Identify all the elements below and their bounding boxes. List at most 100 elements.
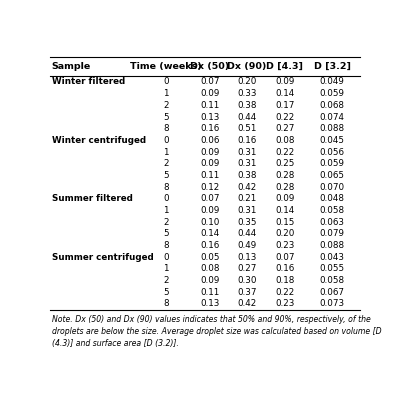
Text: 0.09: 0.09	[200, 159, 219, 168]
Text: 0: 0	[164, 77, 169, 87]
Text: 0.08: 0.08	[200, 264, 219, 273]
Text: 5: 5	[164, 171, 169, 180]
Text: 0.088: 0.088	[320, 124, 345, 133]
Text: 0.043: 0.043	[320, 253, 344, 262]
Text: 0.37: 0.37	[237, 288, 257, 296]
Text: 0.059: 0.059	[320, 89, 344, 98]
Text: Winter filtered: Winter filtered	[52, 77, 125, 87]
Text: 0.44: 0.44	[237, 113, 256, 122]
Text: 0.20: 0.20	[237, 77, 256, 87]
Text: 0.09: 0.09	[200, 206, 219, 215]
Text: D [4.3]: D [4.3]	[266, 62, 303, 71]
Text: 0.44: 0.44	[237, 229, 256, 238]
Text: 0.067: 0.067	[320, 288, 344, 296]
Text: 2: 2	[164, 276, 169, 285]
Text: 0.31: 0.31	[237, 206, 256, 215]
Text: 0.12: 0.12	[200, 183, 219, 192]
Text: Summer filtered: Summer filtered	[52, 194, 132, 203]
Text: 0.09: 0.09	[200, 276, 219, 285]
Text: 0.16: 0.16	[237, 136, 256, 145]
Text: 0.058: 0.058	[320, 276, 345, 285]
Text: 0.05: 0.05	[200, 253, 219, 262]
Text: 0.08: 0.08	[275, 136, 294, 145]
Text: 0.09: 0.09	[200, 89, 219, 98]
Text: 0: 0	[164, 253, 169, 262]
Text: 0.14: 0.14	[200, 229, 219, 238]
Text: 0: 0	[164, 194, 169, 203]
Text: 0.23: 0.23	[275, 299, 294, 308]
Text: 0.27: 0.27	[275, 124, 294, 133]
Text: 0.079: 0.079	[320, 229, 344, 238]
Text: 0.058: 0.058	[320, 206, 345, 215]
Text: 0.073: 0.073	[320, 299, 345, 308]
Text: 0.10: 0.10	[200, 217, 219, 227]
Text: 0.070: 0.070	[320, 183, 345, 192]
Text: 5: 5	[164, 288, 169, 296]
Text: D [3.2]: D [3.2]	[314, 62, 350, 71]
Text: 0.15: 0.15	[275, 217, 294, 227]
Text: 0.065: 0.065	[320, 171, 344, 180]
Text: 0.35: 0.35	[237, 217, 257, 227]
Text: 0.28: 0.28	[275, 171, 294, 180]
Text: 0.11: 0.11	[200, 288, 219, 296]
Text: 0.049: 0.049	[320, 77, 344, 87]
Text: 0.22: 0.22	[275, 148, 294, 156]
Text: 1: 1	[164, 206, 169, 215]
Text: 0.13: 0.13	[200, 299, 219, 308]
Text: 0.09: 0.09	[275, 194, 294, 203]
Text: Note. Dx (50) and Dx (90) values indicates that 50% and 90%, respectively, of th: Note. Dx (50) and Dx (90) values indicat…	[52, 315, 381, 348]
Text: Dx (50): Dx (50)	[190, 62, 229, 71]
Text: 0.059: 0.059	[320, 159, 344, 168]
Text: 0.38: 0.38	[237, 101, 257, 110]
Text: 0.07: 0.07	[200, 194, 219, 203]
Text: 0.28: 0.28	[275, 183, 294, 192]
Text: 0.31: 0.31	[237, 159, 256, 168]
Text: 0.055: 0.055	[320, 264, 345, 273]
Text: 1: 1	[164, 89, 169, 98]
Text: 2: 2	[164, 101, 169, 110]
Text: 0.30: 0.30	[237, 276, 257, 285]
Text: 2: 2	[164, 159, 169, 168]
Text: 1: 1	[164, 264, 169, 273]
Text: 0.14: 0.14	[275, 89, 294, 98]
Text: 5: 5	[164, 113, 169, 122]
Text: 0.31: 0.31	[237, 148, 256, 156]
Text: 0.09: 0.09	[200, 148, 219, 156]
Text: 2: 2	[164, 217, 169, 227]
Text: 1: 1	[164, 148, 169, 156]
Text: 0.20: 0.20	[275, 229, 294, 238]
Text: 0.088: 0.088	[320, 241, 345, 250]
Text: 0.42: 0.42	[237, 183, 256, 192]
Text: 0.048: 0.048	[320, 194, 344, 203]
Text: 0.09: 0.09	[275, 77, 294, 87]
Text: 0.11: 0.11	[200, 171, 219, 180]
Text: 0.17: 0.17	[275, 101, 294, 110]
Text: 0.11: 0.11	[200, 101, 219, 110]
Text: 0.063: 0.063	[320, 217, 344, 227]
Text: Sample: Sample	[52, 62, 91, 71]
Text: Time (weeks): Time (weeks)	[130, 62, 202, 71]
Text: 5: 5	[164, 229, 169, 238]
Text: 0.21: 0.21	[237, 194, 256, 203]
Text: 0.38: 0.38	[237, 171, 257, 180]
Text: 8: 8	[164, 183, 169, 192]
Text: 0.07: 0.07	[275, 253, 294, 262]
Text: 8: 8	[164, 124, 169, 133]
Text: 0.045: 0.045	[320, 136, 344, 145]
Text: 0.27: 0.27	[237, 264, 256, 273]
Text: 0.22: 0.22	[275, 113, 294, 122]
Text: 0.25: 0.25	[275, 159, 294, 168]
Text: 0.49: 0.49	[237, 241, 256, 250]
Text: 8: 8	[164, 241, 169, 250]
Text: 0.16: 0.16	[200, 241, 219, 250]
Text: 0.068: 0.068	[320, 101, 344, 110]
Text: 0.14: 0.14	[275, 206, 294, 215]
Text: 0.18: 0.18	[275, 276, 294, 285]
Text: 0.33: 0.33	[237, 89, 257, 98]
Text: 0.074: 0.074	[320, 113, 344, 122]
Text: Dx (90): Dx (90)	[227, 62, 266, 71]
Text: 0.13: 0.13	[237, 253, 256, 262]
Text: 0: 0	[164, 136, 169, 145]
Text: 0.16: 0.16	[200, 124, 219, 133]
Text: Summer centrifuged: Summer centrifuged	[52, 253, 153, 262]
